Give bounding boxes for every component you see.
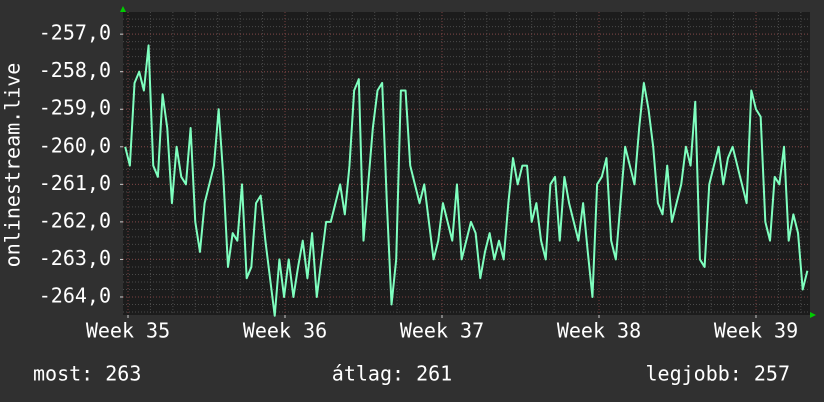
x-tick-label: Week 39	[714, 319, 798, 343]
y-tick-label: -262,0	[39, 208, 111, 232]
y-axis-label: onlinestream.live	[1, 63, 25, 268]
data-line	[124, 44, 809, 317]
x-tick-label: Week 38	[557, 319, 641, 343]
x-tick-label: Week 35	[86, 319, 170, 343]
footer-current: most: 263	[33, 362, 141, 386]
y-tick-label: -258,0	[39, 58, 111, 82]
x-axis-arrow	[810, 312, 816, 318]
marks	[124, 44, 809, 317]
grid	[120, 12, 810, 318]
x-tick-label: Week 37	[400, 319, 484, 343]
y-axis-arrow	[120, 6, 126, 12]
y-tick-label: -263,0	[39, 246, 111, 270]
plot-area	[123, 12, 810, 315]
y-tick-label: -257,0	[39, 21, 111, 45]
x-tick-label: Week 36	[243, 319, 327, 343]
y-tick-label: -261,0	[39, 171, 111, 195]
y-tick-label: -264,0	[39, 283, 111, 307]
footer-average: átlag: 261	[332, 362, 452, 386]
y-tick-label: -259,0	[39, 96, 111, 120]
footer-best: legjobb: 257	[646, 362, 791, 386]
y-tick-label: -260,0	[39, 133, 111, 157]
